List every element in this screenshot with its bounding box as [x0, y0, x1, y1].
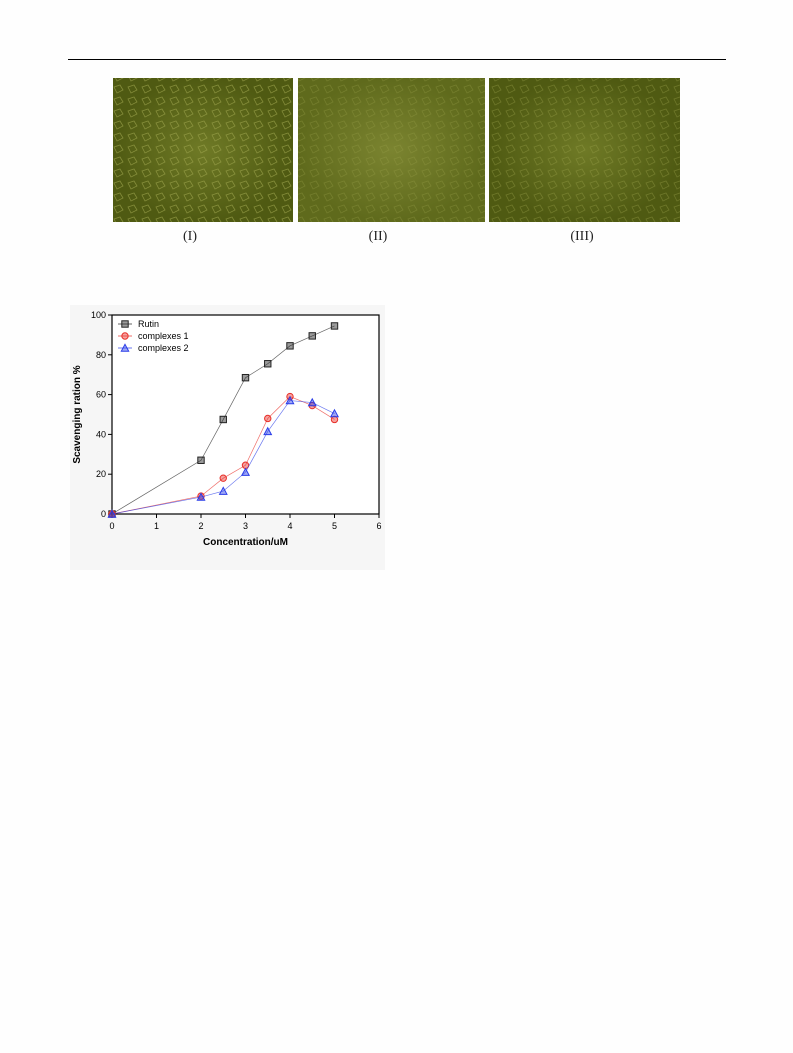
marker [264, 360, 272, 368]
legend-marker [121, 332, 129, 340]
marker [329, 408, 340, 418]
marker [240, 467, 251, 476]
y-tick-label: 0 [101, 509, 106, 519]
x-tick-label: 1 [154, 521, 159, 531]
marker [285, 395, 295, 405]
legend-marker [121, 320, 129, 328]
y-axis-label: Scavenging ration % [72, 365, 83, 463]
y-tick-label: 80 [96, 350, 106, 360]
y-tick-label: 100 [91, 310, 106, 320]
x-tick-label: 3 [243, 521, 248, 531]
marker [219, 415, 227, 424]
marker [307, 397, 317, 407]
panel-label: (I) [183, 229, 197, 244]
marker [330, 415, 339, 424]
x-axis-label: Concentration/uM [203, 537, 288, 548]
cells [489, 78, 680, 222]
marker [308, 332, 316, 340]
cells [298, 78, 485, 222]
series-line [111, 396, 335, 515]
x-tick-label: 5 [332, 521, 337, 531]
micrographs [113, 78, 680, 222]
series-line [111, 400, 335, 515]
y-tick-label: 60 [96, 390, 106, 400]
panel-label: (II) [368, 229, 388, 244]
marker [264, 414, 272, 423]
x-tick-label: 0 [109, 521, 114, 531]
chart: 0 1 2 3 4 5 6020406080100Concentration/uMScave… [70, 305, 385, 570]
marker [241, 373, 250, 382]
series-line [111, 325, 335, 515]
x-tick-label: 2 [198, 521, 203, 531]
header-rule [68, 59, 726, 60]
marker [197, 456, 205, 464]
marker [330, 322, 339, 330]
legend-label: complexes 1 [138, 331, 189, 341]
x-tick-label: 6 [376, 521, 381, 531]
legend-label: Rutin [138, 319, 159, 329]
plot-area [111, 314, 380, 515]
panel-label: (III) [570, 229, 594, 244]
marker [107, 509, 117, 518]
y-tick-label: 40 [96, 429, 106, 439]
legend-label: complexes 2 [138, 343, 189, 353]
marker [286, 342, 294, 350]
marker [218, 486, 228, 495]
marker [263, 426, 273, 436]
marker [196, 492, 206, 501]
cells [113, 78, 293, 222]
marker [219, 474, 227, 482]
legend-marker [120, 343, 130, 352]
x-tick-label: 4 [287, 521, 292, 531]
y-tick-label: 20 [96, 469, 106, 479]
